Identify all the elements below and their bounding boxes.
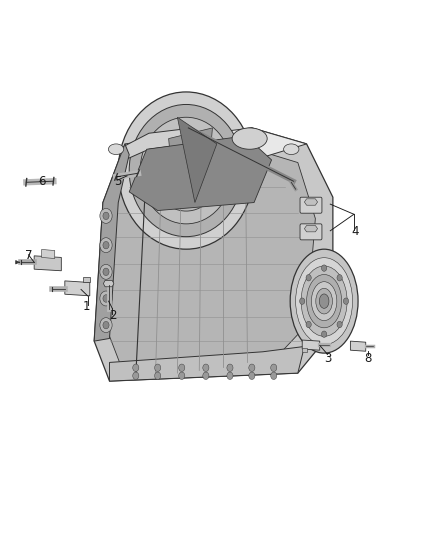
Polygon shape (169, 128, 212, 187)
Circle shape (271, 364, 277, 372)
FancyBboxPatch shape (300, 224, 322, 240)
Circle shape (103, 212, 109, 220)
Ellipse shape (129, 104, 243, 237)
Ellipse shape (151, 130, 221, 211)
Circle shape (249, 364, 255, 372)
Ellipse shape (307, 274, 342, 328)
Circle shape (203, 364, 209, 372)
Polygon shape (42, 249, 55, 259)
Polygon shape (107, 147, 315, 370)
Circle shape (306, 274, 311, 281)
Polygon shape (94, 144, 129, 341)
Text: 5: 5 (114, 175, 121, 188)
Ellipse shape (301, 266, 347, 336)
Polygon shape (304, 225, 318, 232)
FancyBboxPatch shape (300, 197, 322, 213)
Text: 8: 8 (364, 352, 371, 365)
Ellipse shape (290, 249, 358, 353)
Circle shape (343, 298, 349, 304)
Ellipse shape (232, 128, 267, 149)
Circle shape (337, 321, 342, 328)
Polygon shape (304, 199, 318, 205)
Circle shape (306, 321, 311, 328)
Circle shape (337, 274, 342, 281)
Circle shape (155, 372, 161, 379)
Circle shape (133, 372, 139, 379)
Circle shape (103, 321, 109, 329)
Circle shape (179, 364, 185, 372)
Ellipse shape (319, 294, 329, 308)
Polygon shape (350, 341, 366, 351)
Circle shape (249, 372, 255, 379)
Polygon shape (302, 340, 320, 350)
Ellipse shape (316, 288, 332, 314)
Ellipse shape (172, 154, 201, 187)
Polygon shape (83, 277, 90, 282)
Circle shape (100, 264, 112, 279)
Ellipse shape (108, 144, 124, 155)
Polygon shape (110, 346, 304, 381)
Ellipse shape (179, 162, 194, 179)
Circle shape (103, 241, 109, 249)
Circle shape (100, 238, 112, 253)
Ellipse shape (118, 92, 254, 249)
Text: 7: 7 (25, 249, 32, 262)
Polygon shape (177, 117, 217, 203)
Polygon shape (34, 256, 61, 271)
Text: 3: 3 (324, 352, 331, 365)
Text: 4: 4 (351, 225, 359, 238)
Polygon shape (125, 128, 307, 160)
Polygon shape (302, 348, 307, 352)
Circle shape (227, 364, 233, 372)
Circle shape (103, 268, 109, 276)
Circle shape (321, 331, 327, 337)
Circle shape (155, 364, 161, 372)
Circle shape (321, 265, 327, 271)
Polygon shape (118, 128, 193, 160)
Polygon shape (103, 280, 114, 287)
Circle shape (103, 295, 109, 302)
Circle shape (203, 372, 209, 379)
Ellipse shape (311, 281, 337, 321)
Circle shape (100, 208, 112, 223)
Polygon shape (65, 281, 90, 296)
Circle shape (271, 372, 277, 379)
Polygon shape (94, 128, 333, 381)
Circle shape (179, 372, 185, 379)
Circle shape (100, 318, 112, 333)
Polygon shape (129, 136, 272, 211)
Circle shape (100, 291, 112, 306)
Circle shape (227, 372, 233, 379)
Circle shape (300, 298, 305, 304)
Circle shape (133, 364, 139, 372)
Ellipse shape (296, 258, 353, 345)
Text: 2: 2 (109, 309, 117, 322)
Ellipse shape (140, 117, 232, 224)
Ellipse shape (162, 142, 210, 199)
Text: 1: 1 (83, 300, 91, 313)
Ellipse shape (284, 144, 299, 155)
Text: 6: 6 (38, 175, 46, 188)
